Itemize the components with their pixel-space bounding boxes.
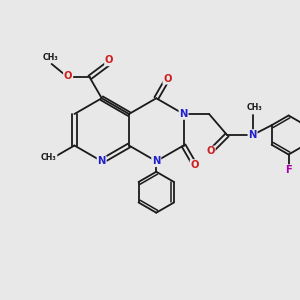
Text: O: O [105,56,113,65]
Text: CH₃: CH₃ [42,53,58,62]
Text: CH₃: CH₃ [246,103,262,112]
Text: N: N [98,156,106,166]
Text: O: O [206,146,215,157]
Text: N: N [152,156,160,166]
Text: O: O [64,71,72,81]
Text: F: F [285,165,292,175]
Text: O: O [163,74,172,84]
Text: N: N [248,130,257,140]
Text: CH₃: CH₃ [41,153,57,162]
Text: O: O [190,160,199,170]
Text: N: N [179,109,188,119]
